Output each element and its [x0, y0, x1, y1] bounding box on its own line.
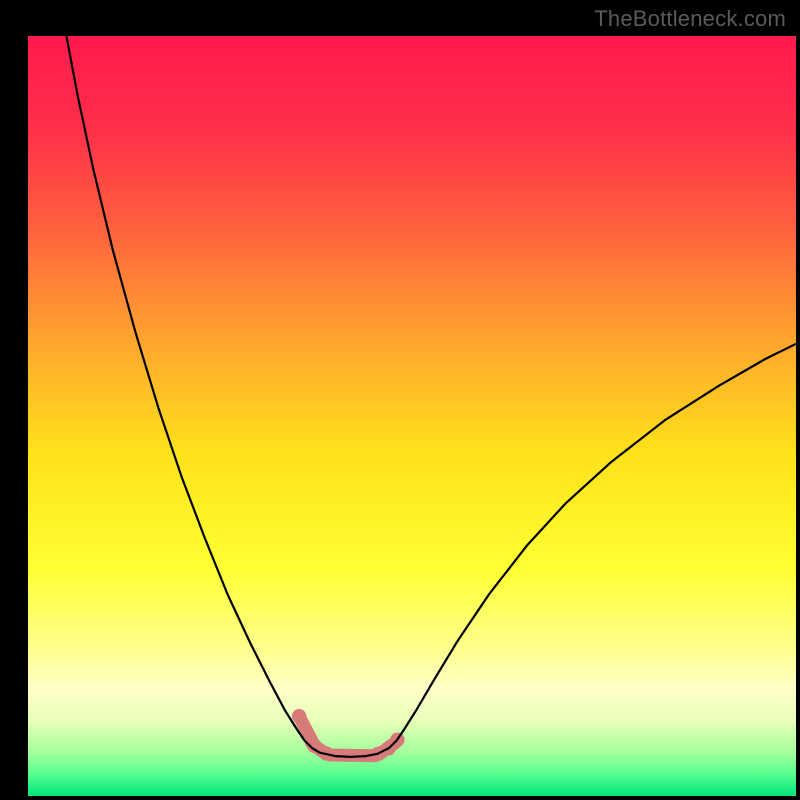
gradient-background: [28, 36, 796, 796]
plot-area: [28, 36, 796, 796]
watermark-text: TheBottleneck.com: [594, 6, 786, 32]
plot-svg: [28, 36, 796, 796]
